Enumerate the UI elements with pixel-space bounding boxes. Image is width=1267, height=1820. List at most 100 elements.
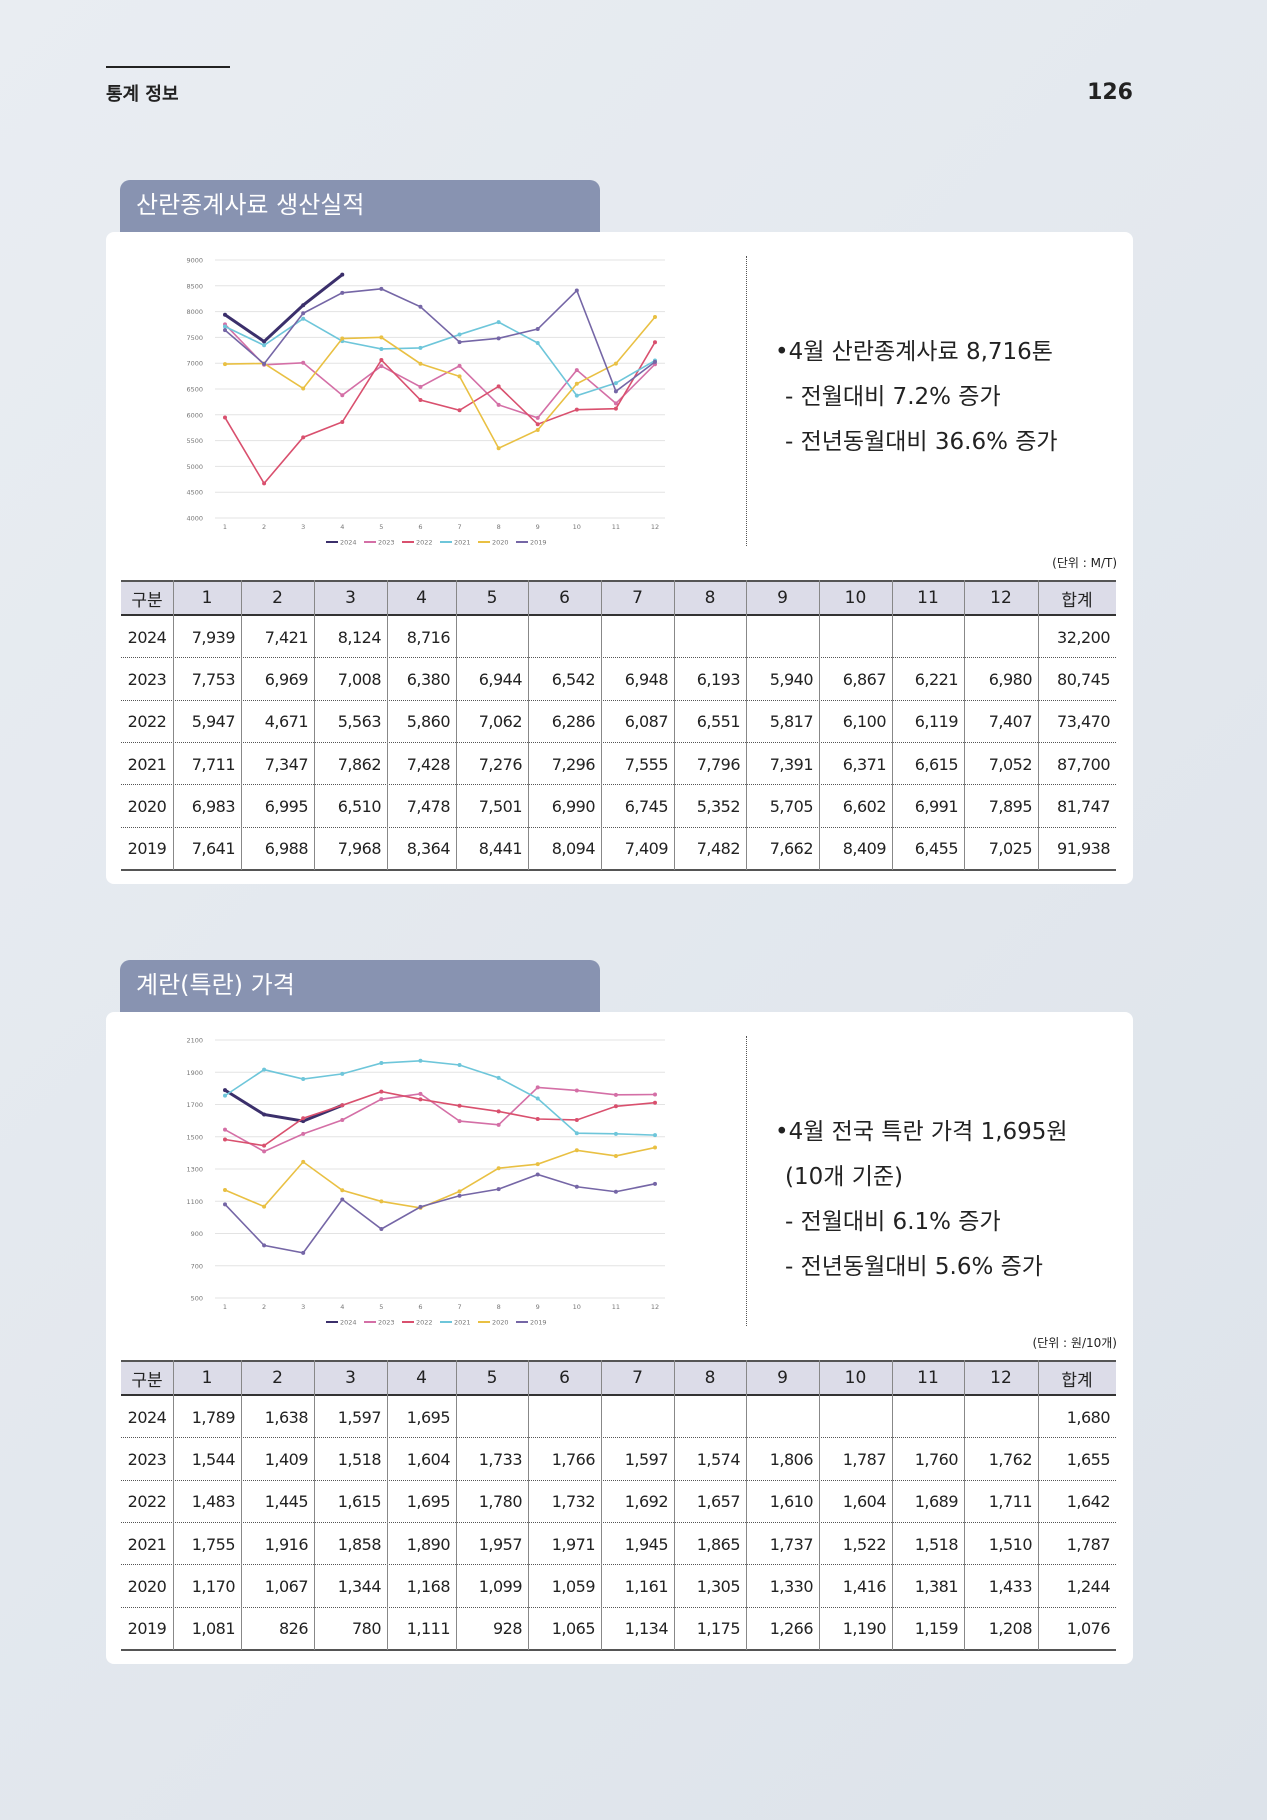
point: [496, 1109, 501, 1114]
x-tick-label: 1: [223, 1303, 227, 1311]
y-tick-label: 700: [191, 1262, 203, 1270]
point: [574, 1148, 579, 1153]
table-header-cell: 합계: [1061, 590, 1093, 611]
table-header-cell: 4: [416, 1368, 427, 1388]
table-cell: 1,059: [551, 1576, 596, 1596]
point: [223, 1187, 227, 1192]
table-cell: 7,478: [406, 796, 451, 816]
point: [653, 1133, 657, 1138]
table-cell: 2022: [127, 1492, 167, 1512]
point: [496, 1166, 501, 1171]
point: [535, 1085, 540, 1090]
table-cell: 6,990: [551, 796, 596, 816]
table-cell: 6,510: [337, 796, 382, 816]
point: [301, 1077, 306, 1082]
table-cell: 6,969: [264, 669, 309, 689]
table-cell: 6,100: [842, 712, 887, 732]
col-rule: [674, 580, 675, 870]
col-rule: [892, 580, 893, 870]
point: [574, 381, 579, 386]
table-cell: 7,052: [988, 754, 1033, 774]
point: [653, 1181, 657, 1186]
divider: [746, 256, 747, 546]
y-tick-label: 8500: [186, 282, 203, 290]
table-cell: 1,638: [264, 1407, 309, 1427]
table-cell: 7,296: [551, 754, 596, 774]
point: [262, 1149, 267, 1154]
y-tick-label: 5000: [186, 463, 203, 471]
point: [301, 316, 306, 321]
legend-label: 2023: [378, 539, 395, 547]
table-cell: 8,364: [406, 839, 451, 859]
table-cell: 8,409: [842, 839, 887, 859]
point: [535, 422, 540, 427]
x-tick-label: 3: [301, 1303, 305, 1311]
table-cell: 2024: [127, 1407, 167, 1427]
y-tick-label: 6000: [186, 411, 203, 419]
point: [653, 340, 657, 345]
table-cell: 81,747: [1057, 796, 1110, 816]
note: •4월 산란종계사료 8,716톤: [775, 339, 1053, 365]
x-tick-label: 7: [457, 1303, 461, 1311]
table-cell: 1,483: [191, 1492, 236, 1512]
point: [418, 384, 423, 389]
point: [379, 1226, 384, 1231]
table-cell: 1,787: [842, 1449, 887, 1469]
table-cell: 1,266: [769, 1619, 814, 1639]
table-cell: 1,733: [478, 1449, 523, 1469]
x-tick-label: 3: [301, 523, 305, 531]
table-cell: 1,416: [842, 1576, 887, 1596]
table-cell: 1,190: [842, 1619, 887, 1639]
table-cell: 1,111: [406, 1619, 451, 1639]
table-cell: 1,381: [914, 1576, 959, 1596]
y-tick-label: 7000: [186, 360, 203, 368]
point: [262, 1112, 267, 1117]
table-cell: 8,094: [551, 839, 596, 859]
table-cell: 2024: [127, 627, 167, 647]
point: [496, 336, 501, 341]
table-cell: 826: [278, 1619, 309, 1639]
table-cell: 1,305: [696, 1576, 741, 1596]
table-header-cell: 10: [844, 1368, 867, 1388]
point: [613, 361, 618, 366]
notes: •4월 전국 특란 가격 1,695원 (10개 기준) - 전월대비 6.1% 증…: [775, 1110, 1068, 1290]
y-tick-label: 1500: [186, 1133, 203, 1141]
legend-label: 2023: [378, 1319, 395, 1327]
table-header-cell: 3: [345, 1368, 356, 1388]
note: •4월 전국 특란 가격 1,695원: [775, 1119, 1068, 1145]
point: [653, 315, 657, 320]
table-cell: 1,780: [478, 1492, 523, 1512]
table-header-cell: 11: [917, 588, 939, 608]
table-header-cell: 5: [486, 1368, 498, 1388]
table-cell: 7,501: [478, 796, 523, 816]
point: [457, 1189, 462, 1194]
unit: (단위 : M/T): [1052, 556, 1117, 570]
y-tick-label: 8000: [186, 308, 203, 316]
table-header-cell: 합계: [1061, 1370, 1093, 1391]
table-cell: 1,642: [1066, 1492, 1111, 1512]
table-cell: 7,347: [264, 754, 309, 774]
x-tick-label: 2: [262, 523, 266, 531]
point: [223, 1088, 227, 1093]
point: [262, 1243, 267, 1248]
y-tick-label: 6500: [186, 386, 203, 394]
table-cell: 6,551: [696, 712, 741, 732]
table-cell: 1,610: [769, 1492, 814, 1512]
point: [535, 1096, 540, 1101]
table-header-cell: 6: [559, 588, 570, 608]
row-rule: [121, 699, 1116, 701]
table-cell: 1,445: [264, 1492, 309, 1512]
table-header-cell: 8: [704, 1368, 716, 1388]
table-cell: 1,760: [914, 1449, 959, 1469]
col-rule: [173, 1360, 174, 1650]
point: [535, 1117, 540, 1122]
table-cell: 1,971: [551, 1534, 596, 1554]
table-header-cell: 5: [486, 588, 498, 608]
point: [340, 290, 345, 295]
row-rule: [121, 1606, 1116, 1608]
table-cell: 4,671: [264, 712, 309, 732]
table-cell: 1,916: [264, 1534, 309, 1554]
x-tick-label: 6: [418, 1303, 422, 1311]
col-rule: [387, 1360, 388, 1650]
page-number: 126: [1087, 80, 1133, 105]
